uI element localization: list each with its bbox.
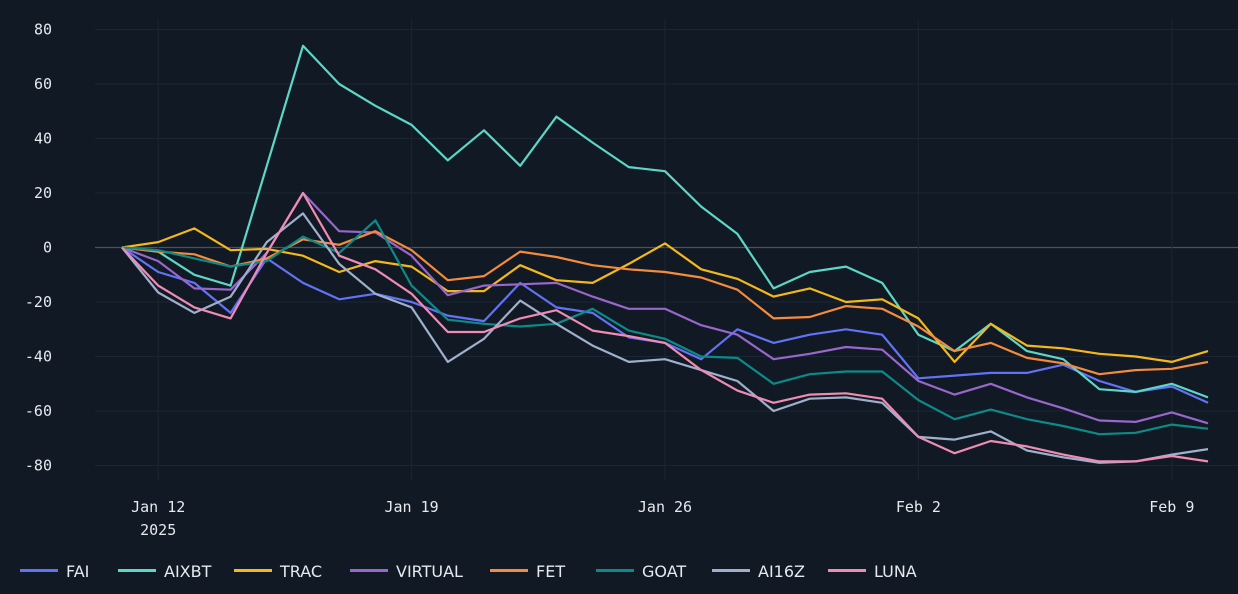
legend-label-ai16z: AI16Z	[758, 562, 805, 581]
y-tick-label: 20	[34, 184, 52, 202]
series-line-fet	[121, 230, 1209, 376]
y-tick-label: -80	[25, 457, 52, 475]
y-tick-label: 40	[34, 130, 52, 148]
legend-label-virtual: VIRTUAL	[396, 562, 463, 581]
y-tick-label: 80	[34, 21, 52, 39]
legend-label-trac: TRAC	[279, 562, 322, 581]
series-line-luna	[121, 191, 1209, 463]
x-axis: Jan 12 2025 Jan 19 Jan 26 Feb 2 Feb 9	[131, 498, 1194, 539]
x-tick-label: Feb 2	[896, 498, 941, 516]
x-tick-sublabel: 2025	[140, 521, 176, 539]
series-line-trac	[121, 227, 1209, 363]
series-line-goat	[121, 219, 1209, 436]
grid	[95, 20, 1238, 480]
y-tick-label: -20	[25, 293, 52, 311]
series-lines	[121, 44, 1209, 464]
legend-label-luna: LUNA	[874, 562, 917, 581]
y-tick-label: 60	[34, 75, 52, 93]
x-tick-label: Jan 12	[131, 498, 185, 516]
y-tick-label: -40	[25, 348, 52, 366]
x-tick-label: Jan 19	[385, 498, 439, 516]
y-axis: 80 60 40 20 0 -20 -40 -60 -80	[25, 21, 52, 475]
legend: FAI AIXBT TRAC VIRTUAL FET GOAT AI16Z LUNA	[20, 562, 917, 581]
y-tick-label: 0	[43, 239, 52, 257]
x-tick-label: Jan 26	[638, 498, 692, 516]
legend-label-fet: FET	[536, 562, 565, 581]
legend-label-aixbt: AIXBT	[164, 562, 212, 581]
legend-label-goat: GOAT	[642, 562, 686, 581]
legend-label-fai: FAI	[66, 562, 89, 581]
y-tick-label: -60	[25, 402, 52, 420]
series-line-ai16z	[121, 212, 1209, 464]
series-line-aixbt	[121, 44, 1209, 399]
x-tick-label: Feb 9	[1149, 498, 1194, 516]
